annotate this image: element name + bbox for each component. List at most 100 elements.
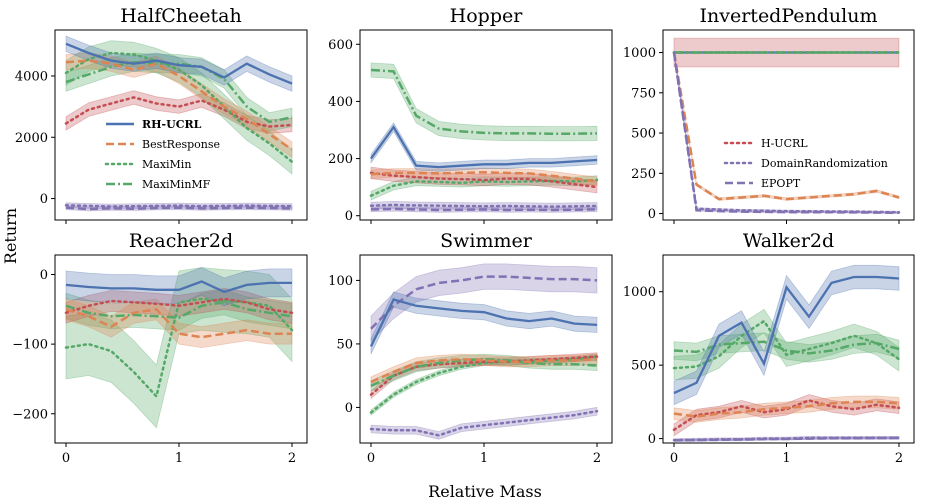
plot-area [369,62,599,213]
x-tick-label: 0 [670,451,678,466]
y-tick-label: −200 [12,407,48,422]
line-domainrandomization [369,409,599,437]
line-bestresponse [673,400,900,418]
line-epopt [673,436,900,442]
y-tick-label: 200 [328,152,353,167]
axes-frame [359,29,613,221]
panel-title: Swimmer [440,230,533,252]
x-axis-label: Relative Mass [428,482,542,501]
x-tick-label: 2 [288,451,296,466]
line-rh-ucrl [369,298,598,347]
line-h-ucrl [64,297,294,315]
legend-label: DomainRandomization [761,157,888,170]
plot-area [672,37,901,215]
y-tick-label: 2000 [15,131,48,146]
line-bestresponse [672,52,900,201]
y-tick-label: 0 [345,401,353,416]
line-maximin [369,178,599,197]
axes-frame [662,29,915,221]
panel-title: Hopper [450,5,524,27]
y-tick-label: 600 [328,38,353,53]
legend-label: MaxiMinMF [142,178,211,191]
panel-title: HalfCheetah [120,5,241,27]
line-epopt [672,52,900,215]
panel-invertedpendulum: InvertedPendulum 0 250 500 750 1000 H-UCRL Doma… [623,5,915,224]
band-rh-ucrl [370,291,598,355]
band-bestresponse [65,52,293,158]
band-maximinmf [370,62,598,142]
band-rh-ucrl [65,35,293,92]
y-axis-label: Return [1,208,20,264]
y-tick-label: 0 [40,192,48,207]
line-maximinmf [65,60,293,124]
line-rh-ucrl [370,124,598,169]
y-tick-label: 0 [345,209,353,224]
axes-frame [662,254,915,444]
legend-label: MaxiMin [142,158,191,171]
x-tick-label: 0 [367,451,375,466]
y-tick-label: 250 [631,167,656,182]
band-rh-ucrl [370,122,598,172]
line-maximinmf [370,357,598,387]
y-tick-label: 1000 [623,46,656,61]
line-maximinmf [65,301,293,319]
plot-area [369,263,599,440]
line-bestresponse [370,357,598,384]
band-epopt [370,263,598,343]
panel-hopper: Hopper 0 200 400 600 [328,5,613,224]
line-epopt [65,206,293,211]
band-maximin [65,267,293,429]
panel-title: InvertedPendulum [700,5,878,27]
x-tick-label: 1 [480,451,488,466]
panel-title: Reacher2d [129,230,233,252]
y-tick-label: 0 [648,432,656,447]
line-maximinmf [370,68,598,135]
y-tick-label: 750 [631,86,656,101]
y-tick-label: 500 [631,359,656,374]
line-rh-ucrl [673,275,900,395]
panel-swimmer: Swimmer 0 50 100 0 1 2 [328,230,613,466]
line-h-ucrl [369,171,599,189]
panel-halfcheetah: HalfCheetah 0 2000 4000 RH-UCRL BestResponse M… [15,5,308,224]
legend: RH-UCRL BestResponse MaxiMin MaxiMinMF [104,118,220,191]
panel-reacher2d: Reacher2d −200 −100 0 0 1 2 [12,230,308,466]
x-tick-label: 1 [782,451,790,466]
line-bestresponse [370,171,598,183]
band-bestresponse [65,298,293,349]
x-tick-label: 2 [895,451,903,466]
band-h-ucrl [673,394,900,437]
line-h-ucrl [672,399,901,432]
line-h-ucrl [369,355,599,396]
y-tick-label: 100 [328,274,353,289]
legend-label: BestResponse [142,138,220,151]
y-tick-label: 50 [336,337,353,352]
x-tick-label: 0 [62,451,70,466]
y-tick-label: 0 [40,268,48,283]
legend-label: RH-UCRL [142,118,202,131]
panel-title: Walker2d [743,230,834,252]
plot-area [64,35,294,212]
band-maximinmf [65,52,293,132]
axes-frame [359,254,613,444]
legend-label: EPOPT [761,177,801,190]
y-tick-label: 0 [648,207,656,222]
x-tick-label: 1 [175,451,183,466]
line-bestresponse [65,307,292,339]
line-epopt [370,275,598,330]
axes-frame [54,254,308,444]
line-rh-ucrl [65,42,293,85]
band-domainrandomization [370,406,598,440]
plot-area [64,267,294,429]
line-maximinmf [673,340,900,355]
line-maximin [64,51,294,164]
y-tick-label: −100 [12,338,48,353]
plot-area [672,264,901,442]
line-rh-ucrl [65,280,292,294]
axes-frame [54,29,308,221]
line-maximin [672,319,901,370]
y-tick-label: 4000 [15,69,48,84]
line-domainrandomization [369,203,599,208]
legend: H-UCRL DomainRandomization EPOPT [723,137,888,190]
y-tick-label: 1000 [623,285,656,300]
